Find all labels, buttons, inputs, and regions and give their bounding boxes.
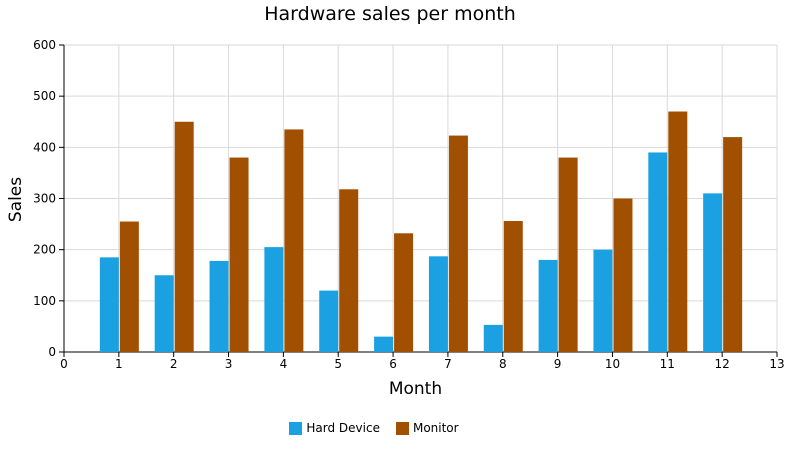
- y-tick-label: 400: [33, 140, 56, 154]
- bar-monitor: [339, 189, 359, 352]
- x-tick-label: 0: [60, 357, 68, 371]
- bar-monitor: [119, 221, 139, 352]
- x-tick-label: 3: [225, 357, 233, 371]
- y-tick-label: 500: [33, 89, 56, 103]
- bar-monitor: [558, 157, 578, 352]
- legend-swatch-series-0: [289, 421, 303, 435]
- x-tick-label: 4: [280, 357, 288, 371]
- x-tick-label: 13: [769, 357, 784, 371]
- bar-hard-device: [483, 324, 503, 352]
- bar-monitor: [668, 111, 688, 353]
- x-tick-label: 10: [605, 357, 620, 371]
- x-tick-label: 9: [554, 357, 562, 371]
- y-tick-label: 100: [33, 294, 56, 308]
- legend-label-series-1: Monitor: [412, 421, 459, 435]
- x-tick-label: 8: [499, 357, 507, 371]
- bar-hard-device: [538, 259, 558, 352]
- bar-hard-device: [99, 257, 119, 352]
- x-tick-label: 7: [444, 357, 452, 371]
- bar-hard-device: [319, 290, 339, 352]
- x-tick-label: 6: [389, 357, 397, 371]
- bar-hard-device: [374, 336, 394, 352]
- bar-monitor: [723, 137, 743, 352]
- x-tick-label: 2: [170, 357, 178, 371]
- bar-hard-device: [264, 247, 284, 352]
- legend-item-series-0[interactable]: Hard Device: [289, 421, 380, 435]
- y-axis-title: Sales: [6, 177, 26, 222]
- y-tick-label: 600: [33, 38, 56, 52]
- bar-hard-device: [648, 152, 668, 352]
- bar-hard-device: [209, 260, 229, 352]
- x-tick-label: 5: [334, 357, 342, 371]
- bar-monitor: [613, 198, 633, 352]
- legend-label-series-0: Hard Device: [306, 421, 380, 435]
- bar-monitor: [229, 157, 249, 352]
- bar-monitor: [448, 135, 468, 352]
- y-tick-label: 0: [48, 345, 56, 359]
- bar-monitor: [503, 221, 523, 352]
- legend-swatch-series-1: [395, 421, 409, 435]
- bar-monitor: [284, 129, 304, 352]
- x-tick-label: 1: [115, 357, 123, 371]
- chart-title: Hardware sales per month: [264, 3, 516, 25]
- x-tick-label: 11: [660, 357, 675, 371]
- bar-hard-device: [154, 275, 174, 352]
- bar-hard-device: [428, 256, 448, 352]
- bar-hard-device: [703, 193, 723, 352]
- chart-legend: Hard Device Monitor: [0, 421, 748, 435]
- y-tick-label: 300: [33, 192, 56, 206]
- bar-monitor: [394, 233, 414, 352]
- x-axis-title: Month: [389, 379, 442, 399]
- bar-hard-device: [593, 249, 613, 352]
- legend-item-series-1[interactable]: Monitor: [395, 421, 459, 435]
- bar-monitor: [174, 121, 194, 352]
- y-tick-label: 200: [33, 243, 56, 257]
- x-tick-label: 12: [715, 357, 730, 371]
